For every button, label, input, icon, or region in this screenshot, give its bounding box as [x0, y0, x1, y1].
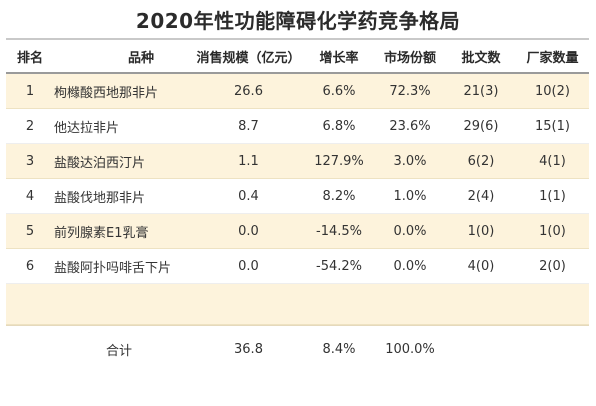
total-growth-cell: 8.4% [322, 341, 356, 357]
sales-size-cell: 8.7 [238, 118, 259, 134]
approvals-cell: 2(4) [467, 188, 495, 204]
total-share-cell: 100.0% [385, 341, 435, 357]
growth-cell: -54.2% [316, 258, 362, 274]
header-approvals: 批文数 [461, 50, 501, 66]
growth-cell: 127.9% [314, 153, 364, 169]
header-name: 品种 [127, 50, 154, 66]
makers-cell: 4(1) [539, 153, 566, 169]
sales-size-cell: 0.0 [238, 258, 259, 274]
header-makers: 厂家数量 [526, 50, 579, 66]
makers-cell: 15(1) [535, 118, 570, 134]
sales-size-cell: 0.4 [238, 188, 259, 204]
table-title: 2020年性功能障碍化学药竞争格局 [135, 9, 461, 33]
makers-cell: 1(1) [539, 188, 566, 204]
total-row: 合计 36.8 8.4% 100.0% [6, 325, 589, 372]
rank-cell: 5 [25, 223, 35, 239]
table-row: 2 他达拉非片 8.7 6.8% 23.6% 29(6) 15(1) [6, 109, 589, 144]
approvals-cell: 21(3) [463, 83, 499, 99]
share-cell: 1.0% [393, 188, 427, 204]
table-row: 5 前列腺素E1乳膏 0.0 -14.5% 0.0% 1(0) 1(0) [6, 214, 589, 249]
drug-name-cell: 盐酸达泊西汀片 [54, 155, 146, 171]
approvals-cell: 1(0) [467, 223, 495, 239]
approvals-cell: 29(6) [463, 118, 499, 134]
share-cell: 3.0% [393, 153, 427, 169]
growth-cell: 6.6% [322, 83, 356, 99]
table-row: 6 盐酸阿扑吗啡舌下片 0.0 -54.2% 0.0% 4(0) 2(0) [6, 249, 589, 284]
drug-name-cell: 盐酸伐地那非片 [54, 190, 146, 206]
rank-cell: 2 [25, 118, 35, 134]
header-size: 消售规模（亿元） [196, 50, 301, 66]
makers-cell: 2(0) [539, 258, 566, 274]
header-share: 市场份额 [383, 50, 436, 66]
table-row: 3 盐酸达泊西汀片 1.1 127.9% 3.0% 6(2) 4(1) [6, 144, 589, 179]
total-size-cell: 36.8 [234, 341, 263, 357]
table-row: 4 盐酸伐地那非片 0.4 8.2% 1.0% 2(4) 1(1) [6, 179, 589, 214]
rank-cell: 4 [25, 188, 35, 204]
share-cell: 0.0% [393, 223, 427, 239]
sales-size-cell: 0.0 [238, 223, 259, 239]
makers-cell: 10(2) [535, 83, 570, 99]
growth-cell: 8.2% [322, 188, 356, 204]
growth-cell: -14.5% [316, 223, 362, 239]
header-rank: 排名 [16, 50, 43, 66]
approvals-cell: 6(2) [467, 153, 495, 169]
blank-row [6, 284, 589, 325]
share-cell: 72.3% [389, 83, 431, 99]
share-cell: 23.6% [389, 118, 431, 134]
rank-cell: 6 [25, 258, 35, 274]
drug-name-cell: 他达拉非片 [54, 120, 120, 136]
sales-size-cell: 1.1 [238, 153, 259, 169]
sales-size-cell: 26.6 [234, 83, 263, 99]
rank-cell: 1 [25, 83, 35, 99]
growth-cell: 6.8% [322, 118, 356, 134]
header-growth: 增长率 [319, 50, 359, 66]
approvals-cell: 4(0) [467, 258, 495, 274]
makers-cell: 1(0) [539, 223, 566, 239]
drug-name-cell: 枸橼酸西地那非片 [54, 85, 159, 101]
total-label: 合计 [106, 343, 133, 359]
share-cell: 0.0% [393, 258, 427, 274]
competition-table: 排名 品种 消售规模（亿元） 增长率 市场份额 批文数 厂家数量 1 枸橼酸西地… [6, 38, 589, 372]
table-header-row: 排名 品种 消售规模（亿元） 增长率 市场份额 批文数 厂家数量 [6, 38, 589, 74]
table-row: 1 枸橼酸西地那非片 26.6 6.6% 72.3% 21(3) 10(2) [6, 74, 589, 109]
rank-cell: 3 [25, 153, 35, 169]
drug-name-cell: 盐酸阿扑吗啡舌下片 [54, 260, 172, 276]
drug-name-cell: 前列腺素E1乳膏 [54, 225, 149, 241]
